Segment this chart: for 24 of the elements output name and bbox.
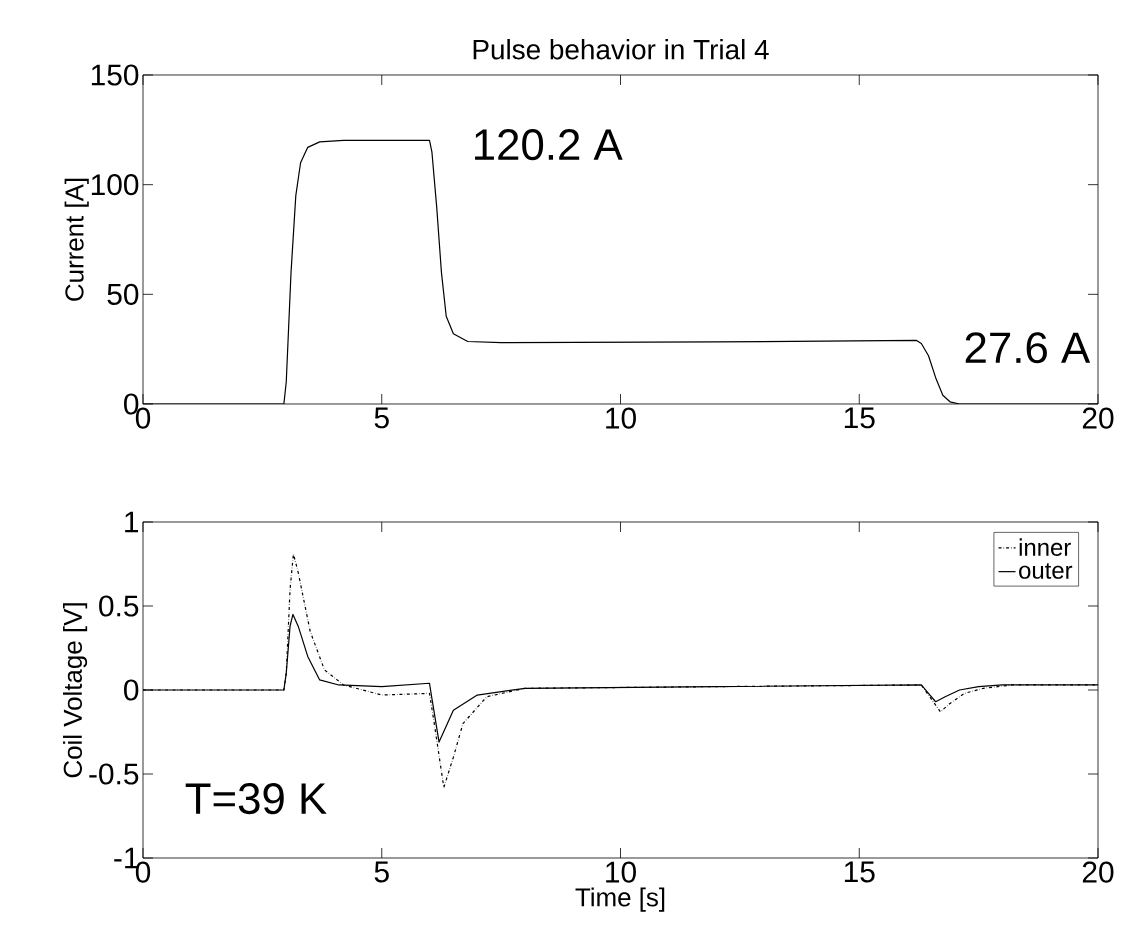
y-tick-label: 150 [91, 64, 139, 86]
y-tick-label: 100 [91, 174, 139, 196]
legend-label: outer [1019, 563, 1073, 579]
x-axis-title: Time [s] [575, 887, 665, 912]
x-tick-label: 20 [1082, 861, 1114, 883]
y-tick-label: 0.5 [99, 595, 139, 617]
x-tick-label: 10 [606, 861, 636, 883]
y-axis-title: Current [A] [64, 178, 89, 301]
x-tick-label: 15 [844, 407, 875, 429]
y-tick-label: 0 [124, 679, 139, 701]
annotation: 27.6 A [965, 332, 1091, 364]
y-tick-label: -0.5 [89, 763, 139, 785]
x-tick-label: 5 [374, 407, 389, 429]
y-tick-label: 50 [107, 283, 139, 305]
annotation: 120.2 A [475, 129, 623, 161]
chart-title: Pulse behavior in Trial 4 [473, 39, 769, 60]
x-tick-label: 15 [844, 861, 875, 883]
y-tick-label: 1 [125, 511, 139, 533]
annotation: T=39 K [185, 783, 327, 815]
y-axis-title: Coil Voltage [V] [63, 603, 88, 778]
x-tick-label: 10 [606, 407, 636, 429]
x-tick-label: 5 [374, 861, 389, 883]
legend-label: inner [1019, 538, 1071, 556]
x-tick-label: 20 [1082, 407, 1114, 429]
